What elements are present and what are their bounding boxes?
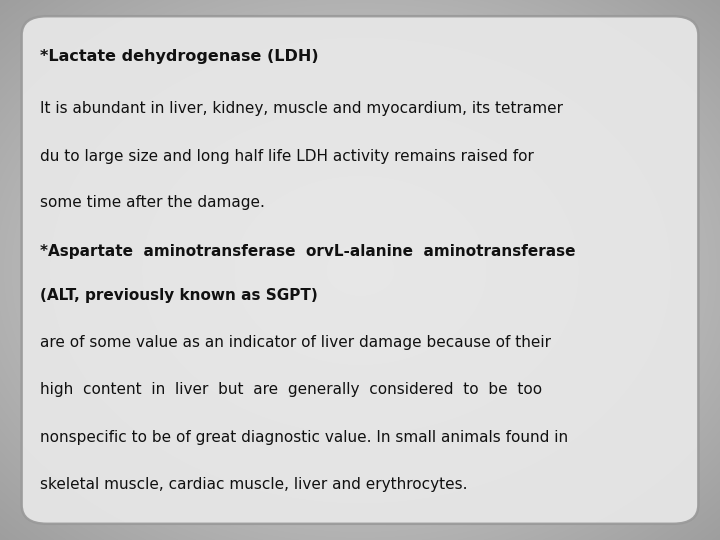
Text: It is abundant in liver, kidney, muscle and myocardium, its tetramer: It is abundant in liver, kidney, muscle … — [40, 100, 562, 116]
Text: du to large size and long half life LDH activity remains raised for: du to large size and long half life LDH … — [40, 149, 534, 164]
Text: high  content  in  liver  but  are  generally  considered  to  be  too: high content in liver but are generally … — [40, 382, 541, 397]
Text: nonspecific to be of great diagnostic value. In small animals found in: nonspecific to be of great diagnostic va… — [40, 430, 568, 445]
Text: skeletal muscle, cardiac muscle, liver and erythrocytes.: skeletal muscle, cardiac muscle, liver a… — [40, 477, 467, 492]
Text: are of some value as an indicator of liver damage because of their: are of some value as an indicator of liv… — [40, 335, 551, 350]
FancyBboxPatch shape — [22, 16, 698, 524]
Text: *Lactate dehydrogenase (LDH): *Lactate dehydrogenase (LDH) — [40, 49, 318, 64]
Text: (ALT, previously known as SGPT): (ALT, previously known as SGPT) — [40, 288, 318, 303]
Text: *Aspartate  aminotransferase  orvL-alanine  aminotransferase: *Aspartate aminotransferase orvL-alanine… — [40, 244, 575, 259]
Text: some time after the damage.: some time after the damage. — [40, 195, 264, 210]
